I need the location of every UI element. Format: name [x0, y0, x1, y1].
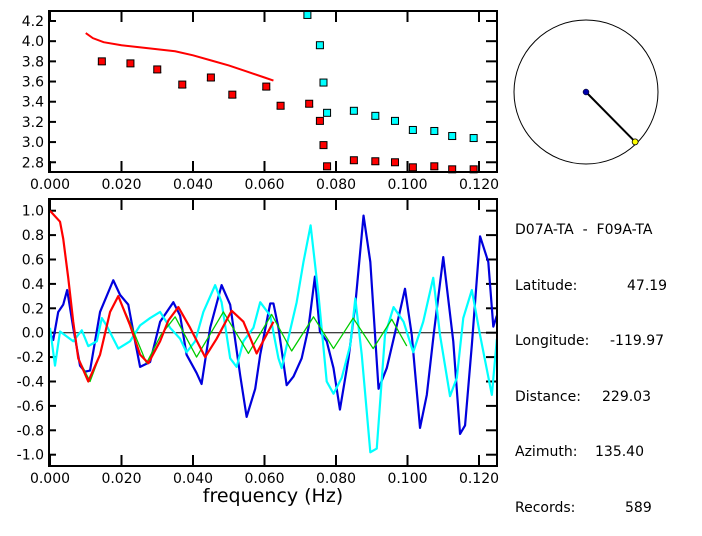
top-y-tick-label: 4.0 — [22, 34, 44, 50]
data-point-red-points — [408, 163, 417, 172]
latitude-label: Latitude: — [515, 277, 578, 294]
bottom-y-tick-label: 0.6 — [22, 253, 44, 269]
distance-label: Distance: — [515, 388, 581, 405]
data-point-red-points — [349, 156, 358, 165]
data-point-cyan-points — [315, 41, 324, 50]
bottom-x-tick-label: 0.120 — [459, 471, 499, 487]
bottom-y-tick-label: -0.4 — [17, 375, 44, 391]
top-x-tick-label: 0.100 — [387, 177, 427, 193]
data-point-cyan-points — [469, 134, 478, 143]
data-point-red-points — [315, 116, 324, 125]
records-value: 589 — [625, 499, 652, 516]
bottom-y-tick-label: 0.8 — [22, 228, 44, 244]
bottom-y-tick-label: 0.2 — [22, 301, 44, 317]
series-line-green — [49, 210, 408, 383]
top-x-tick-label: 0.080 — [316, 177, 356, 193]
bottom-y-tick-label: -1.0 — [17, 448, 44, 464]
data-point-red-points — [371, 157, 380, 166]
bottom-y-tick-label: 1.0 — [22, 204, 44, 220]
x-axis-title: frequency (Hz) — [203, 485, 343, 507]
bottom-y-tick-label: -0.6 — [17, 399, 44, 415]
top-plot-frame — [48, 10, 498, 173]
data-point-red-points — [262, 82, 271, 91]
data-point-cyan-points — [390, 116, 399, 125]
data-point-red-points — [430, 162, 439, 171]
distance-value: 229.03 — [602, 388, 651, 405]
azimuth-circle — [513, 19, 659, 165]
top-y-tick-label: 3.0 — [22, 135, 44, 151]
top-x-tick-label: 0.060 — [244, 177, 284, 193]
bottom-x-tick-label: 0.000 — [30, 471, 70, 487]
station-marker — [582, 88, 590, 96]
data-point-red-points — [323, 162, 332, 171]
data-point-red-points — [97, 57, 106, 66]
bottom-y-tick-label: 0.4 — [22, 277, 44, 293]
data-point-red-points — [126, 59, 135, 68]
data-point-red-points — [319, 141, 328, 150]
bottom-x-tick-label: 0.060 — [244, 471, 284, 487]
target-station-marker — [631, 138, 639, 146]
bottom-x-tick-label: 0.080 — [316, 471, 356, 487]
top-y-tick-label: 2.8 — [22, 155, 44, 171]
bottom-x-tick-label: 0.040 — [173, 471, 213, 487]
data-point-cyan-points — [448, 132, 457, 141]
data-point-red-points — [305, 99, 314, 108]
top-y-tick-label: 3.2 — [22, 115, 44, 131]
top-x-tick-label: 0.000 — [30, 177, 70, 193]
bottom-plot-frame — [48, 198, 498, 467]
bottom-x-tick-label: 0.100 — [387, 471, 427, 487]
top-y-tick-label: 3.6 — [22, 75, 44, 91]
top-x-tick-label: 0.040 — [173, 177, 213, 193]
dispersion-figure: 0.000 0.020 0.040 0.060 0.080 0.100 0.120 2.8 3.… — [17, 10, 659, 507]
top-curve-red-curve — [85, 32, 274, 82]
bottom-x-tick-label: 0.020 — [101, 471, 141, 487]
data-point-cyan-points — [371, 111, 380, 120]
bottom-y-tick-label: -0.2 — [17, 350, 44, 366]
data-point-cyan-points — [323, 108, 332, 117]
top-y-tick-label: 3.4 — [22, 95, 44, 111]
series-line-red — [49, 209, 275, 383]
series-line-blue — [49, 214, 497, 436]
data-point-red-points — [276, 101, 285, 110]
top-x-tick-label: 0.020 — [101, 177, 141, 193]
data-point-cyan-points — [349, 106, 358, 115]
top-y-tick-label: 3.8 — [22, 54, 44, 70]
longitude-value: -119.97 — [610, 333, 665, 349]
latitude-value: 47.19 — [627, 277, 668, 294]
longitude-label: Longitude: — [515, 333, 590, 349]
data-point-red-points — [228, 90, 237, 99]
bottom-y-tick-label: 0.0 — [22, 326, 44, 342]
data-point-red-points — [206, 73, 215, 82]
series-line-cyan — [49, 224, 497, 454]
records-label: Records: — [515, 499, 576, 516]
azimuth-label: Azimuth: — [515, 444, 578, 460]
station-pair: D07A-TA - F09A-TA — [515, 222, 653, 238]
bottom-y-tick-label: -0.8 — [17, 423, 44, 439]
top-y-tick-label: 4.2 — [22, 14, 44, 30]
azimuth-value: 135.40 — [595, 444, 644, 460]
top-x-tick-label: 0.120 — [459, 177, 499, 193]
data-point-red-points — [153, 65, 162, 74]
azimuth-line — [585, 91, 636, 143]
data-point-red-points — [178, 80, 187, 89]
data-point-cyan-points — [430, 126, 439, 135]
data-point-cyan-points — [408, 125, 417, 134]
station-info-panel: D07A-TA - F09A-TA Latitude: 47.19 Longitu… — [515, 184, 667, 536]
data-point-cyan-points — [303, 10, 312, 19]
data-point-red-points — [390, 158, 399, 167]
data-point-cyan-points — [319, 78, 328, 87]
